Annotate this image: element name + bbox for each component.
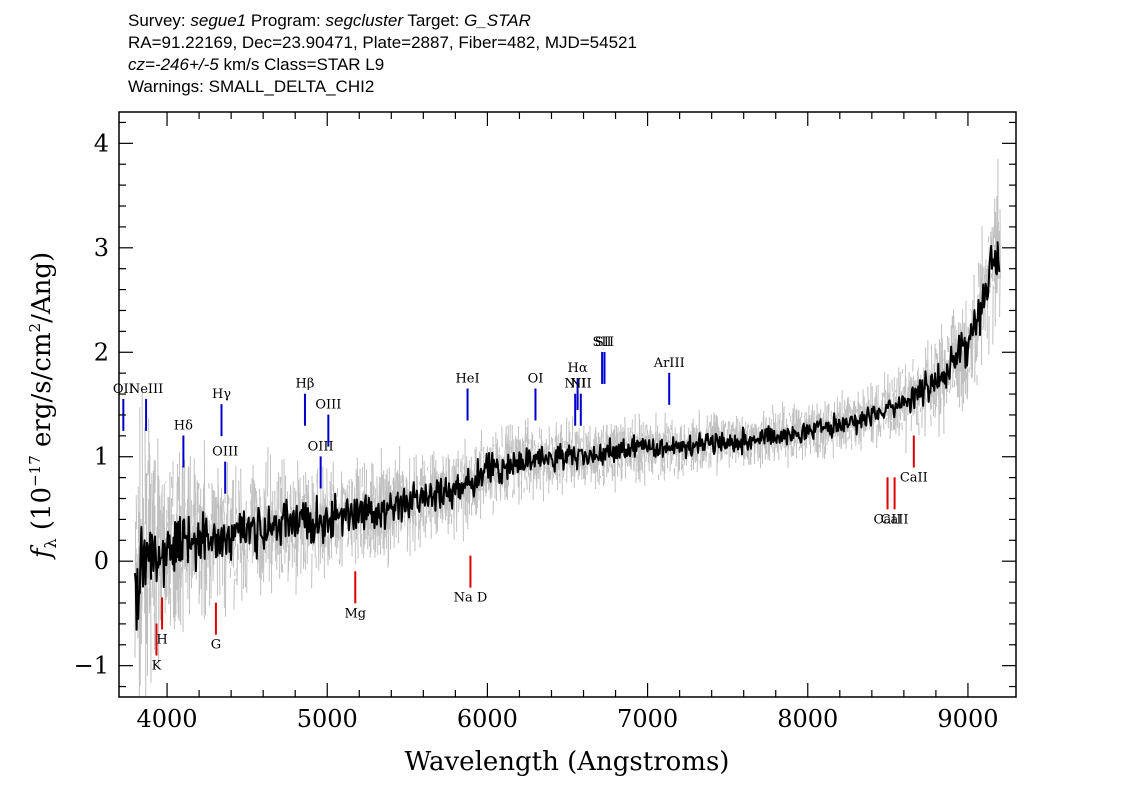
- absorption-line-label: K: [152, 659, 162, 674]
- header-coordinates-row: RA=91.22169, Dec=23.90471, Plate=2887, F…: [128, 33, 637, 52]
- y-axis-title: fλ (10−17 erg/s/cm2/Ang): [26, 252, 60, 560]
- header-survey-row: Survey: segue1 Program: segcluster Targe…: [128, 10, 637, 32]
- header-warnings-row: Warnings: SMALL_DELTA_CHI2: [128, 77, 375, 96]
- spectrum-header: Survey: segue1 Program: segcluster Targe…: [128, 10, 637, 98]
- emission-line-label: OIII: [315, 398, 341, 413]
- y-tick-label: −1: [74, 652, 109, 680]
- y-tick-label: 1: [94, 443, 109, 471]
- emission-line-label: Hδ: [174, 419, 193, 434]
- error-series-line: [134, 158, 1001, 698]
- absorption-line-label: H: [156, 632, 167, 647]
- x-tick-label: 7000: [617, 705, 678, 733]
- program-value: segcluster: [325, 11, 403, 30]
- y-title-scale: (10: [27, 487, 57, 539]
- flux-layer: [134, 241, 1001, 631]
- cz-label: cz=: [128, 55, 155, 74]
- emission-line-label: Hα: [568, 361, 588, 376]
- x-tick-label: 8000: [777, 705, 838, 733]
- cz-rest: km/s Class=STAR L9: [218, 55, 385, 74]
- x-tick-label: 6000: [457, 705, 518, 733]
- emission-line-label: SII: [595, 335, 614, 350]
- emission-line-label: ArIII: [653, 356, 685, 371]
- x-axis-title: Wavelength (Angstroms): [405, 747, 730, 777]
- target-label: Target:: [402, 11, 465, 30]
- x-tick-label: 9000: [937, 705, 998, 733]
- absorption-line-label: Mg: [344, 606, 366, 621]
- absorption-line-label: CaII: [900, 471, 928, 486]
- y-tick-label: 3: [94, 234, 109, 262]
- survey-label: Survey:: [128, 11, 191, 30]
- y-title-lambda: λ: [41, 538, 60, 548]
- cz-value: -246+/-5: [154, 55, 219, 74]
- header-redshift-row: cz=-246+/-5 km/s Class=STAR L9: [128, 54, 637, 76]
- absorption-line-label: CaII: [881, 512, 909, 527]
- axis-ticks-layer: 4000 5000 6000 7000 8000 9000 −1 0 1 2 3 4: [74, 112, 1016, 733]
- y-tick-label: 4: [94, 129, 109, 157]
- emission-line-label: OI: [528, 372, 544, 387]
- emission-line-label: NII: [564, 377, 586, 392]
- y-title-units: erg/s/cm: [27, 332, 57, 455]
- emission-line-label: OIII: [308, 439, 334, 454]
- program-label: Program:: [246, 11, 326, 30]
- x-tick-label: 4000: [137, 705, 198, 733]
- emission-line-label: NeIII: [129, 382, 163, 397]
- emission-line-label: HeI: [455, 372, 479, 387]
- y-title-exponent: −17: [26, 455, 44, 487]
- emission-line-label: Hβ: [296, 377, 315, 392]
- absorption-line-label: CaII: [874, 512, 902, 527]
- y-title-per-ang: /Ang): [27, 252, 57, 323]
- emission-line-label: OII: [113, 382, 134, 397]
- flux-series-line: [134, 241, 1001, 631]
- absorption-line-label: Na D: [454, 591, 488, 606]
- y-title-squared: 2: [26, 323, 44, 333]
- error-band-layer: [134, 158, 1001, 698]
- y-tick-label: 0: [94, 547, 109, 575]
- emission-line-label: SII: [593, 335, 612, 350]
- absorption-line-label: G: [211, 638, 221, 653]
- y-tick-label: 2: [94, 338, 109, 366]
- emission-line-label: OIII: [212, 445, 238, 460]
- plot-frame: [118, 111, 1017, 698]
- emission-line-label: NII: [570, 377, 592, 392]
- survey-value: segue1: [190, 11, 247, 30]
- x-tick-label: 5000: [297, 705, 358, 733]
- emission-line-label: Hγ: [212, 387, 231, 402]
- target-value: G_STAR: [464, 11, 531, 30]
